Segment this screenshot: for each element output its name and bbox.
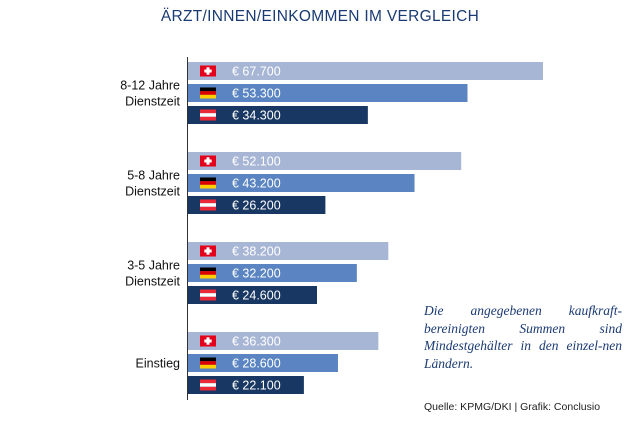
bar-value-label: € 43.200: [232, 177, 281, 191]
bar-ch: [188, 152, 462, 170]
category-label-line: Dienstzeit: [125, 95, 180, 109]
flag-germany-icon: [200, 267, 216, 279]
bar-value-label: € 22.100: [232, 379, 281, 393]
bar-value-label: € 32.200: [232, 267, 281, 281]
category-label-line: Dienstzeit: [125, 275, 180, 289]
bar-ch: [188, 242, 389, 260]
bar-value-label: € 38.200: [232, 245, 281, 259]
flag-switzerland-icon: [200, 245, 216, 257]
bar-at: [188, 286, 317, 304]
bar-value-label: € 26.200: [232, 199, 281, 213]
bar-value-label: € 34.300: [232, 109, 281, 123]
source-credit: Quelle: KPMG/DKI | Grafik: Conclusio: [424, 401, 601, 413]
bar-at: [188, 376, 304, 394]
category-label-line: Dienstzeit: [125, 185, 180, 199]
bar-de: [188, 354, 338, 372]
bar-value-label: € 24.600: [232, 289, 281, 303]
flag-germany-icon: [200, 177, 216, 189]
bar-ch: [188, 62, 543, 80]
bars-layer: € 67.700 € 53.300 € 34.300 € 52.100 € 43.200…: [188, 62, 543, 394]
chart-title: ÄRZT/INNEN/EINKOMMEN IM VERGLEICH: [160, 8, 480, 25]
category-label: 3-5 Jahre Dienstzeit: [125, 259, 180, 289]
bar-value-label: € 67.700: [232, 65, 281, 79]
bar-at: [188, 196, 326, 214]
category-label: 5-8 Jahre Dienstzeit: [125, 169, 180, 199]
flag-germany-icon: [200, 357, 216, 369]
flag-switzerland-icon: [200, 65, 216, 77]
bar-ch: [188, 332, 379, 350]
bar-value-label: € 28.600: [232, 357, 281, 371]
chart-note: Die angegebenen kaufkraft-bereinigten Su…: [424, 303, 622, 371]
flag-austria-icon: [200, 199, 216, 211]
bar-at: [188, 106, 368, 124]
bar-de: [188, 174, 415, 192]
bar-value-label: € 52.100: [232, 155, 281, 169]
bar-de: [188, 264, 357, 282]
flag-austria-icon: [200, 289, 216, 301]
flag-austria-icon: [200, 379, 216, 391]
flag-switzerland-icon: [200, 335, 216, 347]
category-label: Einstieg: [136, 357, 181, 371]
category-label: 8-12 Jahre Dienstzeit: [120, 79, 180, 109]
flag-germany-icon: [200, 87, 216, 99]
bar-value-label: € 36.300: [232, 335, 281, 349]
bar-de: [188, 84, 468, 102]
category-label-line: 3-5 Jahre: [127, 259, 180, 273]
bar-value-label: € 53.300: [232, 87, 281, 101]
category-label-line: 5-8 Jahre: [127, 169, 180, 183]
category-label-line: 8-12 Jahre: [120, 79, 180, 93]
flag-switzerland-icon: [200, 155, 216, 167]
flag-austria-icon: [200, 109, 216, 121]
category-label-line: Einstieg: [136, 357, 181, 371]
